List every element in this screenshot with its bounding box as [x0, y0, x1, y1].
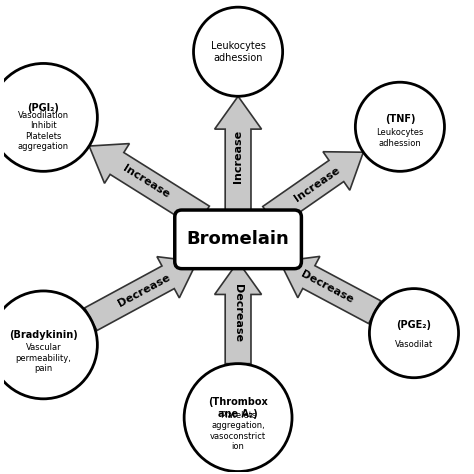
Text: (PGI₂): (PGI₂): [27, 103, 59, 113]
Circle shape: [356, 82, 445, 171]
Text: Increase: Increase: [292, 165, 341, 204]
FancyArrow shape: [89, 144, 210, 228]
Text: Vasodilat: Vasodilat: [395, 340, 433, 349]
FancyArrow shape: [85, 256, 197, 330]
Text: Platelets
aggregation,
vasoconstrict
ion: Platelets aggregation, vasoconstrict ion: [210, 411, 266, 451]
Circle shape: [369, 289, 458, 378]
FancyArrow shape: [215, 96, 262, 217]
Text: Decrease: Decrease: [299, 269, 355, 305]
Text: Vasodilation
Inhibit
Platelets
aggregation: Vasodilation Inhibit Platelets aggregati…: [18, 111, 69, 151]
Text: Decrease: Decrease: [233, 283, 243, 342]
Text: (PGE₂): (PGE₂): [396, 320, 431, 330]
Text: (Thrombox
ane A₂): (Thrombox ane A₂): [208, 397, 268, 419]
Circle shape: [0, 64, 97, 171]
Circle shape: [0, 291, 97, 399]
Text: Vascular
permeability,
pain: Vascular permeability, pain: [16, 344, 72, 373]
Text: Increase: Increase: [121, 163, 171, 200]
FancyArrow shape: [263, 152, 364, 228]
Text: Leukocytes
adhession: Leukocytes adhession: [376, 128, 424, 147]
Text: Decrease: Decrease: [116, 272, 172, 309]
Circle shape: [193, 7, 283, 96]
FancyArrow shape: [280, 256, 381, 324]
FancyBboxPatch shape: [175, 210, 301, 269]
Text: (TNF): (TNF): [385, 114, 415, 124]
Text: (Bradykinin): (Bradykinin): [9, 330, 78, 340]
Circle shape: [184, 364, 292, 472]
Text: Leukocytes
adhession: Leukocytes adhession: [210, 41, 265, 63]
Text: Bromelain: Bromelain: [187, 230, 290, 248]
FancyArrow shape: [215, 262, 262, 364]
Text: Increase: Increase: [233, 130, 243, 183]
